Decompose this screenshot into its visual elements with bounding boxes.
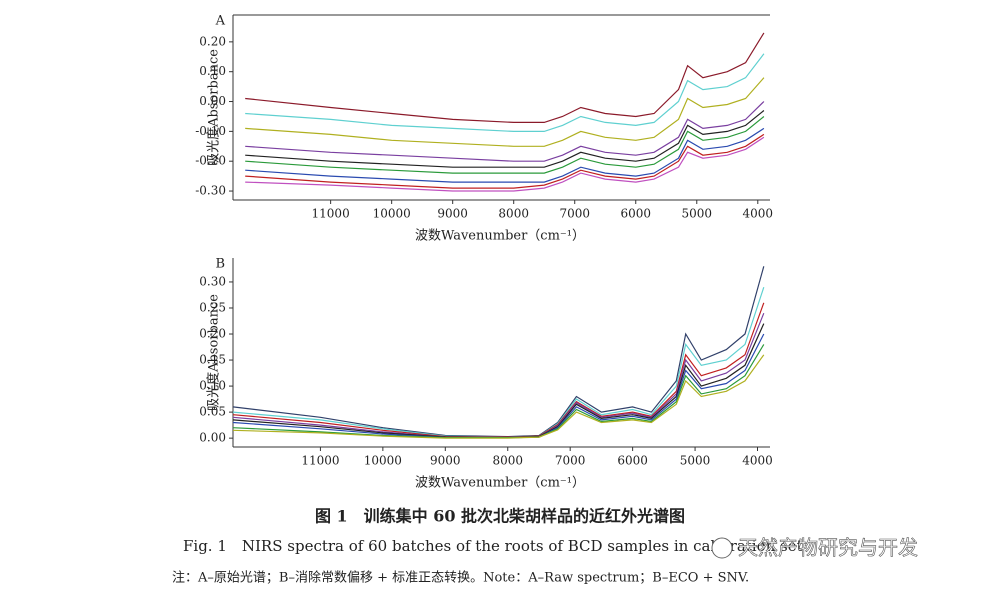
y-tick-label: 0.10 — [199, 64, 226, 78]
x-tick-label: 6000 — [620, 207, 651, 221]
watermark-icon — [711, 537, 733, 559]
y-axis-label: 吸光度Absorbance — [206, 49, 222, 166]
y-tick-label: 0.05 — [199, 405, 226, 419]
spectrum-line — [245, 116, 765, 174]
x-tick-label: 4000 — [743, 207, 774, 221]
x-tick-label: 7000 — [559, 207, 590, 221]
x-tick-label: 11000 — [301, 454, 339, 468]
y-tick-label: 0.25 — [199, 300, 226, 314]
x-tick-label: 8000 — [492, 454, 523, 468]
x-axis-label: 波数Wavenumber（cm⁻¹） — [415, 476, 585, 491]
spectrum-line — [245, 77, 765, 147]
x-tick-label: 10000 — [364, 454, 402, 468]
spectrum-line — [232, 266, 765, 438]
caption-cn: 图 1 训练集中 60 批次北柴胡样品的近红外光谱图 — [315, 507, 685, 526]
spectrum-line — [245, 53, 765, 132]
spectrum-line — [245, 110, 765, 168]
x-tick-label: 9000 — [430, 454, 461, 468]
x-tick-label: 4000 — [742, 454, 773, 468]
spectrum-line — [232, 287, 765, 438]
panel-label: A — [215, 14, 226, 29]
y-tick-label: 0.20 — [199, 327, 226, 341]
y-tick-label: 0.10 — [199, 379, 226, 393]
y-tick-label: 0.00 — [199, 431, 226, 445]
x-tick-label: 9000 — [437, 207, 468, 221]
x-tick-label: 10000 — [373, 207, 411, 221]
panel-label: B — [215, 257, 225, 272]
note: 注：A–原始光谱；B–消除常数偏移 + 标准正态转换。Note：A–Raw sp… — [172, 571, 749, 586]
y-tick-label: -0.30 — [195, 184, 226, 198]
spectrum-line — [245, 133, 765, 189]
y-tick-label: 0.20 — [199, 34, 226, 48]
spectrum-line — [232, 302, 765, 438]
watermark: 天然产物研究与开发 — [738, 536, 918, 560]
x-axis-label: 波数Wavenumber（cm⁻¹） — [415, 229, 585, 244]
x-tick-label: 6000 — [617, 454, 648, 468]
x-tick-label: 11000 — [312, 207, 350, 221]
spectrum-line — [232, 323, 765, 439]
spectrum-line — [245, 127, 765, 183]
x-tick-label: 7000 — [555, 454, 586, 468]
x-tick-label: 5000 — [680, 454, 711, 468]
y-tick-label: -0.10 — [195, 124, 226, 138]
y-tick-label: 0.15 — [199, 353, 226, 367]
y-tick-label: -0.20 — [195, 154, 226, 168]
spectrum-line — [245, 101, 765, 162]
spectrum-line — [245, 32, 765, 123]
y-tick-label: 0.30 — [199, 274, 226, 288]
spectrum-line — [232, 354, 765, 439]
spectrum-line — [245, 136, 765, 192]
caption-en: Fig. 1 NIRS spectra of 60 batches of the… — [183, 537, 803, 555]
y-tick-label: 0.00 — [199, 94, 226, 108]
y-axis-label: 吸光度Absorbance — [206, 294, 222, 411]
x-tick-label: 8000 — [498, 207, 529, 221]
x-tick-label: 5000 — [681, 207, 712, 221]
